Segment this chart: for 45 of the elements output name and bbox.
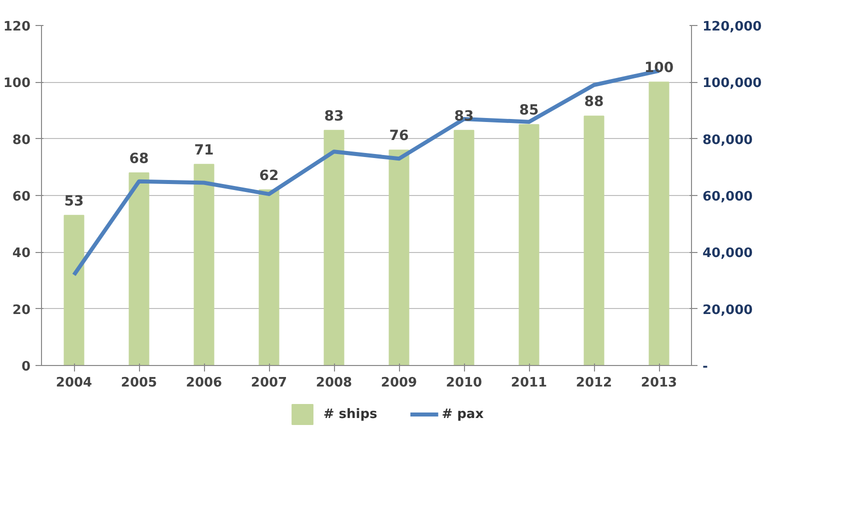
- y-tick-label: 120: [3, 20, 31, 34]
- y2-tick-label: 60,000: [702, 190, 753, 204]
- x-tick-label: 2011: [510, 376, 548, 390]
- y2-tick-label: 40,000: [702, 246, 753, 262]
- legend-label: # pax: [442, 407, 484, 422]
- data-label: 83: [324, 108, 344, 124]
- x-tick-label: 2009: [380, 376, 418, 390]
- bar: [194, 164, 214, 366]
- y-tick-label: 0: [21, 360, 30, 374]
- x-tick-label: 2007: [250, 376, 288, 390]
- legend-label: # ships: [323, 407, 378, 422]
- data-label: 88: [584, 94, 604, 110]
- data-label: 53: [64, 193, 84, 210]
- bar: [648, 82, 670, 366]
- y2-tick-label: 120,000: [702, 20, 762, 34]
- x-tick-label: 2004: [56, 376, 92, 390]
- data-label: 62: [259, 168, 279, 184]
- bar: [454, 130, 474, 366]
- x-tick-label: 2012: [576, 376, 612, 390]
- y-tick-label: 40: [12, 246, 31, 262]
- bar: [324, 130, 344, 366]
- bar: [128, 172, 150, 366]
- y2-tick-label: 80,000: [702, 132, 753, 148]
- y2-tick-label: -: [702, 360, 708, 374]
- data-label: 76: [389, 128, 409, 144]
- x-tick-label: 2005: [120, 376, 158, 390]
- bar: [64, 214, 84, 366]
- y-tick-label: 60: [12, 190, 31, 204]
- data-label: 100: [644, 60, 674, 76]
- x-tick-label: 2010: [446, 376, 482, 390]
- x-tick-label: 2013: [640, 376, 678, 390]
- data-label: 71: [194, 142, 214, 158]
- bar: [388, 150, 410, 366]
- bar: [518, 124, 540, 366]
- y-tick-label: 80: [12, 132, 31, 148]
- data-label: 85: [519, 102, 539, 119]
- x-tick-label: 2008: [316, 376, 352, 390]
- bar: [258, 189, 280, 366]
- y-tick-label: 100: [3, 76, 31, 92]
- data-label: 68: [129, 150, 149, 167]
- bar: [584, 116, 604, 366]
- y2-tick-label: 20,000: [702, 302, 753, 318]
- x-tick-label: 2006: [186, 376, 222, 390]
- y2-tick-label: 100,000: [702, 76, 762, 92]
- y-tick-label: 20: [12, 302, 31, 318]
